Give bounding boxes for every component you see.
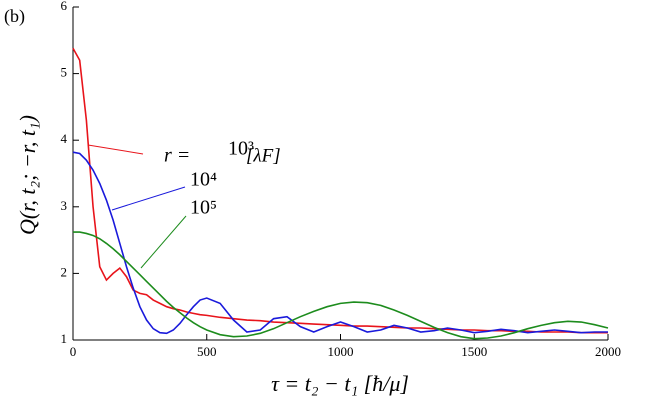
leader-line xyxy=(140,215,187,269)
series-line xyxy=(73,231,609,340)
y-axis-label: Q(r, t₂; −r, t₁) xyxy=(15,115,40,235)
series-label: 10³ xyxy=(228,138,254,160)
leader-line xyxy=(111,186,186,211)
series-line xyxy=(72,151,608,335)
y-tick-label: 4 xyxy=(61,131,68,146)
x-axis-label: τ = t₂ − t₁ [ħ/μ] xyxy=(271,371,409,396)
leader-line xyxy=(87,144,144,155)
y-tick-label: 3 xyxy=(61,198,68,213)
y-tick-label: 2 xyxy=(61,264,68,279)
y-tick-label: 1 xyxy=(61,331,68,346)
series-label: 10⁵ xyxy=(190,197,217,219)
annotation: r = xyxy=(164,145,190,167)
y-tick-label: 6 xyxy=(61,0,68,13)
y-tick-label: 5 xyxy=(61,65,68,80)
x-tick-label: 500 xyxy=(197,344,217,359)
x-tick-label: 0 xyxy=(70,344,77,359)
panel-label: (b) xyxy=(4,6,25,27)
x-tick-label: 1000 xyxy=(328,344,354,359)
x-tick-label: 1500 xyxy=(461,344,487,359)
series-label: 10⁴ xyxy=(190,169,217,191)
x-tick-label: 2000 xyxy=(595,344,621,359)
annotation: [λF] xyxy=(246,145,281,166)
series-line xyxy=(72,47,608,334)
